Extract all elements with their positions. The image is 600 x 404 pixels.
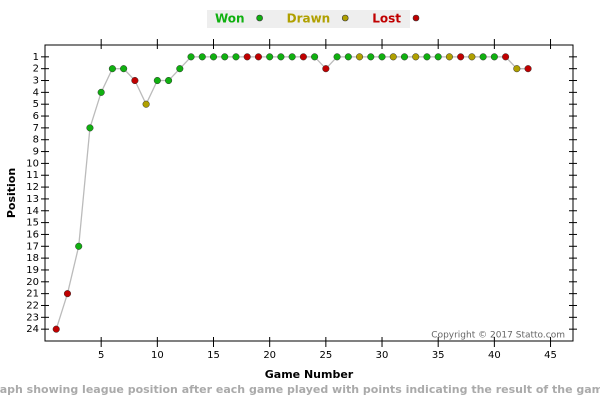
result-point	[209, 53, 218, 61]
y-tick-label: 15	[26, 218, 39, 229]
legend-label: Drawn	[287, 12, 331, 26]
y-tick-label: 11	[26, 170, 39, 181]
result-point	[63, 290, 72, 298]
result-point	[86, 124, 94, 132]
y-tick-label: 10	[26, 158, 39, 169]
y-tick-label: 19	[26, 265, 39, 276]
y-tick-label: 2	[33, 64, 39, 75]
result-point	[52, 325, 60, 333]
plot-frame	[44, 44, 574, 342]
result-point	[198, 53, 206, 61]
result-point	[490, 53, 498, 61]
x-tick-label: 5	[98, 350, 104, 361]
result-point	[97, 88, 105, 96]
result-point	[243, 53, 251, 61]
result-point	[254, 53, 262, 61]
y-tick-label: 4	[33, 87, 39, 98]
result-point	[445, 53, 453, 61]
legend-marker	[412, 14, 420, 22]
result-point	[108, 65, 116, 73]
result-point	[75, 242, 83, 250]
result-point	[266, 53, 274, 61]
result-point	[412, 53, 420, 61]
result-point	[187, 53, 195, 61]
x-tick-label: 30	[376, 350, 389, 361]
y-tick-label: 14	[26, 206, 39, 217]
y-tick-label: 3	[33, 76, 39, 87]
position-line	[55, 56, 529, 330]
x-tick-label: 45	[544, 350, 557, 361]
y-tick-label: 8	[33, 135, 39, 146]
result-point	[344, 53, 352, 61]
x-axis-title: Game Number	[265, 368, 354, 381]
result-point	[524, 65, 532, 73]
legend-marker	[256, 14, 263, 22]
y-tick-label: 9	[33, 147, 39, 158]
y-tick-label: 24	[26, 324, 39, 335]
y-tick-label: 21	[26, 289, 39, 300]
result-point	[389, 53, 397, 61]
result-point	[221, 53, 229, 61]
result-point	[131, 76, 139, 85]
y-tick-label: 13	[26, 194, 39, 205]
y-tick-label: 16	[26, 229, 39, 240]
legend-label: Won	[215, 12, 245, 26]
result-point	[142, 100, 150, 108]
x-tick-label: 40	[488, 350, 501, 361]
x-tick-label: 20	[263, 350, 276, 361]
result-point	[322, 65, 330, 73]
result-point	[311, 53, 319, 61]
y-tick-label: 7	[33, 123, 39, 134]
result-point	[367, 53, 375, 61]
result-point	[378, 53, 386, 61]
y-tick-label: 6	[33, 111, 39, 122]
result-point	[176, 65, 184, 73]
y-tick-label: 18	[26, 253, 39, 264]
result-point	[457, 53, 465, 61]
result-point	[153, 76, 161, 85]
y-tick-label: 1	[33, 52, 39, 63]
x-tick-label: 10	[151, 350, 164, 361]
copyright: Copyright © 2017 Statto.com	[431, 331, 565, 341]
x-tick-label: 35	[432, 350, 445, 361]
y-tick-label: 12	[26, 182, 39, 193]
result-point	[165, 76, 173, 85]
result-point	[232, 53, 240, 61]
y-tick-label: 5	[33, 99, 39, 110]
result-point	[400, 53, 409, 61]
x-tick-label: 15	[207, 350, 220, 361]
result-point	[277, 53, 285, 61]
y-tick-label: 22	[26, 300, 39, 311]
result-point	[434, 53, 442, 61]
result-point	[356, 53, 364, 61]
x-tick-label: 25	[319, 350, 332, 361]
y-tick-label: 23	[26, 312, 39, 323]
y-tick-label: 17	[26, 241, 39, 252]
result-point	[333, 53, 341, 61]
result-point	[299, 53, 307, 61]
result-point	[468, 53, 476, 61]
legend-box	[207, 10, 410, 28]
legend-marker	[341, 14, 349, 22]
legend-label: Lost	[372, 12, 401, 26]
result-point	[423, 53, 431, 61]
result-point	[288, 53, 296, 61]
y-axis-title: Position	[5, 168, 18, 218]
result-point	[513, 65, 521, 73]
result-point	[479, 53, 487, 61]
caption: Graph showing league position after each…	[0, 383, 600, 396]
result-point	[120, 65, 128, 73]
result-point	[502, 53, 510, 61]
y-tick-label: 20	[26, 277, 39, 288]
